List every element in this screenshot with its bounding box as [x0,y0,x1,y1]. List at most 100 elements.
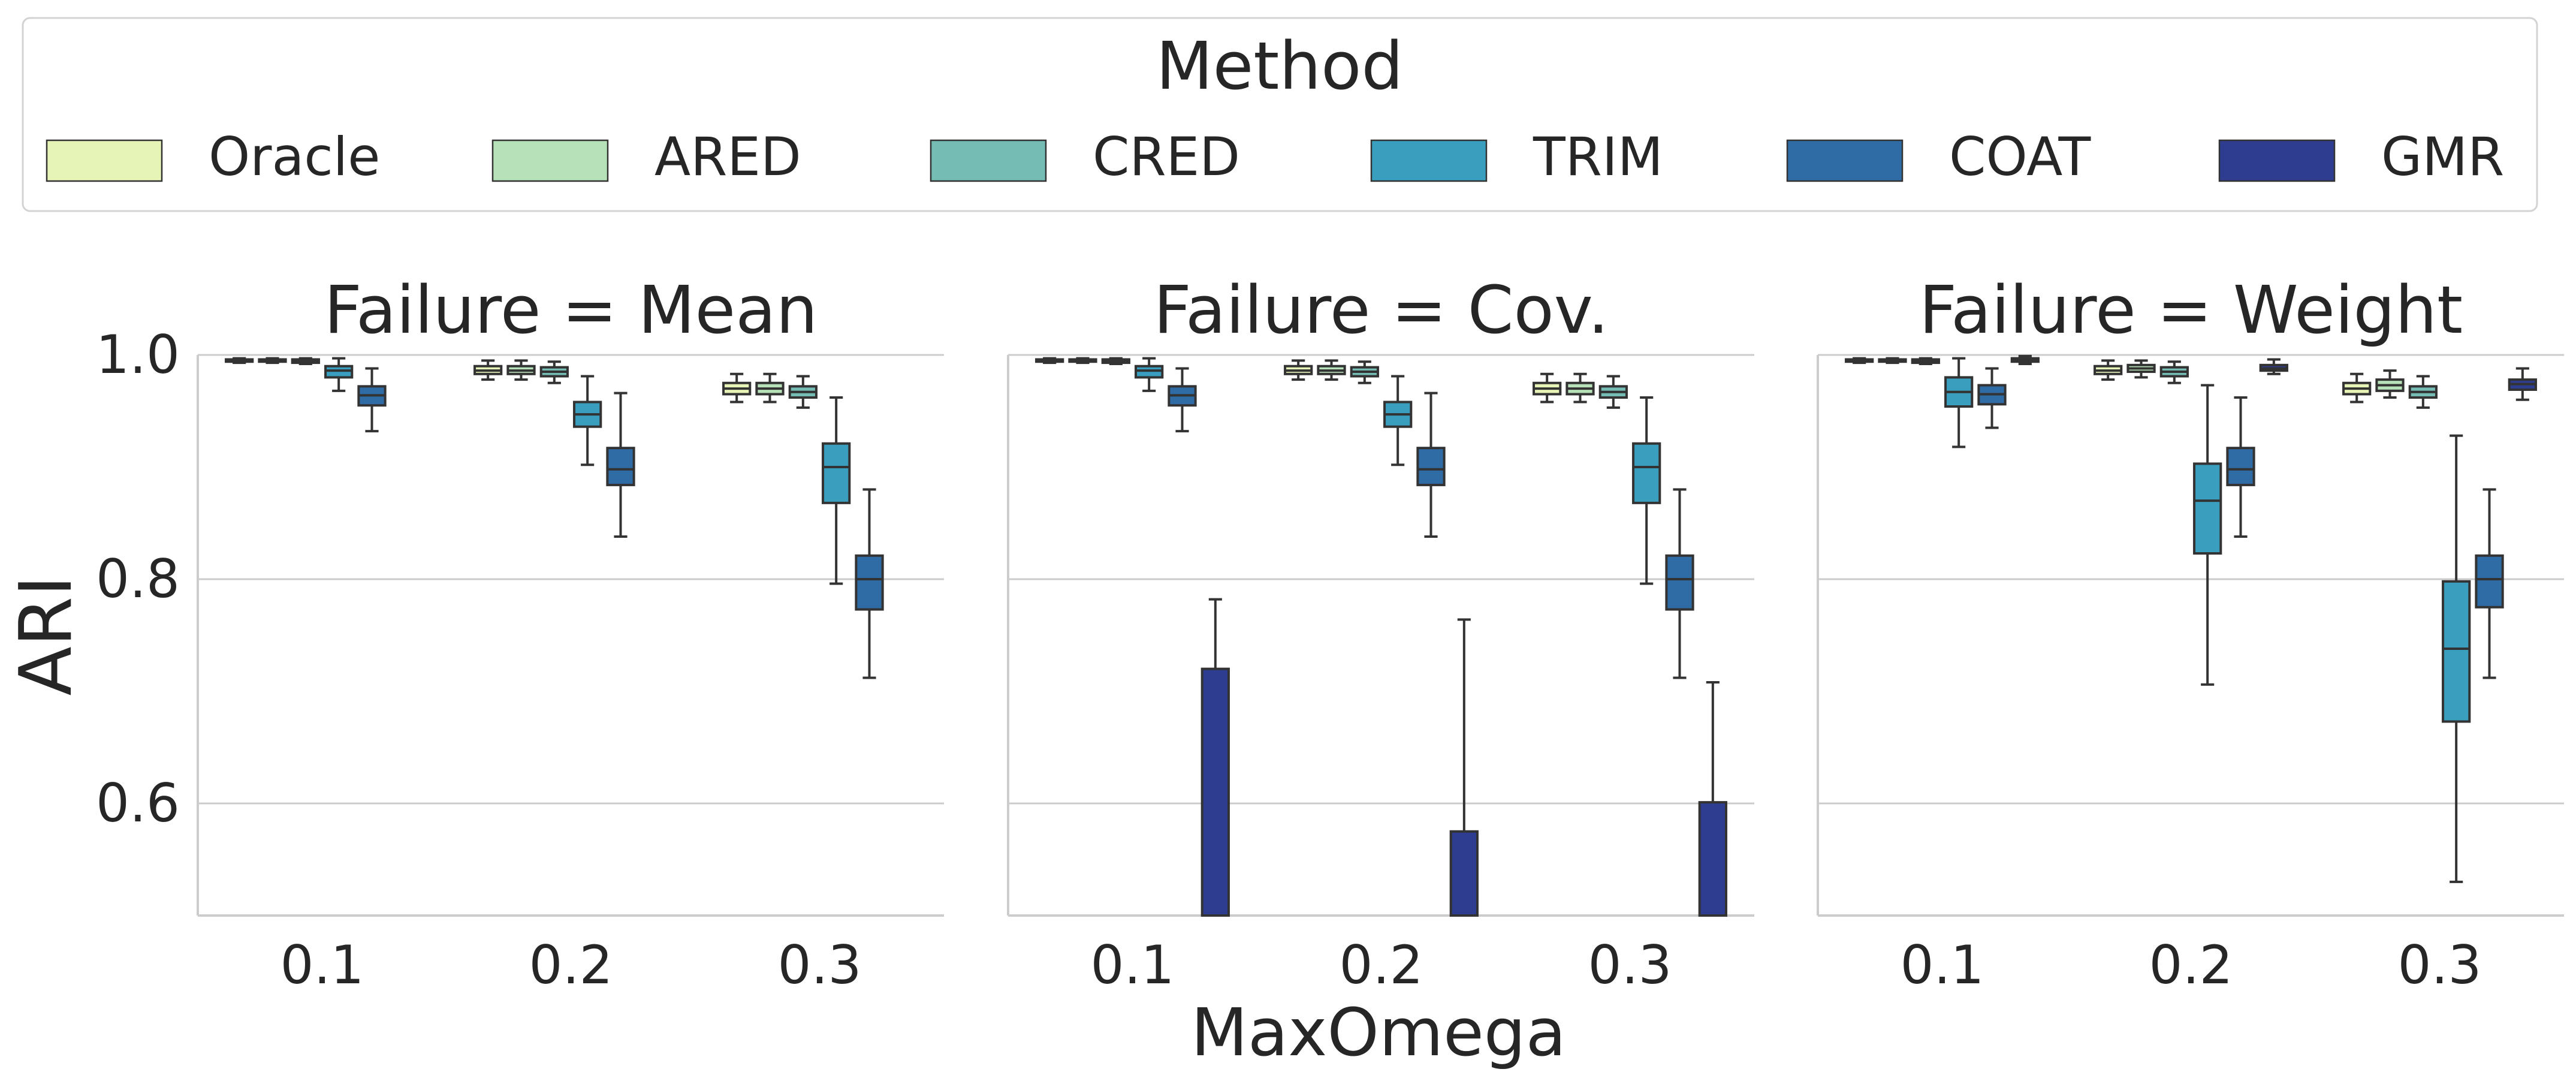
panel-failure-cov: 0.1 0.2 0.3 Failure = Cov. [1007,272,1754,996]
box-trim-0-3 [822,396,851,585]
legend-item-gmr: GMR [2218,126,2504,188]
box-body [606,447,635,486]
box-cred-0-2 [539,360,569,384]
box-gmr-0-3 [1698,681,1727,917]
box-coat-0-3 [855,488,884,679]
box-oracle-0-3 [1533,372,1562,404]
box-coat-0-2 [606,392,635,538]
legend-frame [22,17,2538,212]
box-body [855,554,884,611]
box-oracle-0-1 [1845,357,1874,365]
y-tick-label: 1.0 [96,324,180,386]
legend-label-trim: TRIM [1533,126,1663,188]
x-tick-label: 0.3 [2398,934,2482,996]
box-ared-0-1 [258,357,287,365]
box-trim-0-1 [1135,357,1164,392]
box-trim-0-2 [2193,384,2222,686]
box-oracle-0-3 [722,372,752,404]
box-gmr-0-1 [2010,354,2040,365]
legend-swatch-trim [1370,139,1488,182]
box-body [1698,801,1727,917]
x-tick-label: 0.3 [1588,934,1672,996]
x-tick-label: 0.2 [2149,934,2233,996]
box-body [1449,830,1479,917]
box-body [1665,554,1694,611]
x-tick-label: 0.3 [778,934,862,996]
legend-swatch-cred [930,139,1047,182]
box-trim-0-3 [2442,434,2471,883]
legend-item-ared: ARED [491,126,801,188]
legend-swatch-oracle [46,139,163,182]
x-tick-label: 0.1 [1091,934,1175,996]
box-gmr-0-1 [1200,598,1230,917]
legend-title: Method [1156,28,1404,104]
box-coat-0-3 [2475,488,2504,679]
box-gmr-0-2 [1449,618,1479,917]
box-coat-0-2 [1416,392,1446,538]
box-trim-0-1 [1944,357,1974,448]
box-body [822,442,851,504]
y-tick-label: 0.6 [96,772,180,834]
box-ared-0-2 [2126,359,2156,379]
box-trim-0-1 [324,357,354,392]
x-tick-label: 0.2 [529,934,613,996]
box-trim-0-3 [1632,396,1661,585]
box-body [2193,462,2222,555]
box-body [1416,447,1446,486]
box-body [2475,554,2504,609]
legend-label-ared: ARED [654,126,801,188]
box-body [2442,580,2471,723]
box-cred-0-3 [2408,375,2438,409]
box-oracle-0-1 [1035,357,1064,365]
box-body [1200,667,1230,917]
box-coat-0-2 [2226,396,2255,538]
legend-swatch-ared [491,139,609,182]
box-cred-0-1 [291,357,320,365]
box-gmr-0-3 [2508,367,2537,401]
box-oracle-0-2 [473,359,503,381]
x-tick-label: 0.1 [280,934,364,996]
legend-swatch-gmr [2218,139,2336,182]
y-axis-label: ARI [5,576,88,696]
box-ared-0-1 [1878,357,1907,365]
legend-label-coat: COAT [1949,126,2092,188]
box-coat-0-1 [357,367,387,433]
y-tick-label: 0.8 [96,548,180,610]
box-cred-0-3 [788,375,818,409]
box-oracle-0-2 [2094,359,2123,381]
box-coat-0-3 [1665,488,1694,679]
box-ared-0-3 [755,372,785,404]
legend-item-cred: CRED [930,126,1240,188]
box-coat-0-1 [1977,367,2007,429]
panel-title: Failure = Cov. [1154,272,1609,348]
box-oracle-0-3 [2342,372,2372,404]
legend-label-oracle: Oracle [209,126,380,188]
legend: Method Oracle ARED CRED TRIM COAT GMR [22,17,2538,212]
legend-item-oracle: Oracle [46,126,380,188]
x-tick-label: 0.1 [1901,934,1984,996]
box-ared-0-3 [2375,369,2405,399]
box-ared-0-3 [1565,372,1595,404]
legend-label-cred: CRED [1093,126,1240,188]
panel-title: Failure = Mean [324,272,818,348]
box-cred-0-2 [1350,360,1379,384]
panel-failure-weight: 0.1 0.2 0.3 Failure = Weight [1817,272,2564,996]
box-ared-0-1 [1068,357,1097,365]
box-ared-0-2 [506,359,536,381]
x-axis-label: MaxOmega [1191,994,1566,1071]
box-ared-0-2 [1317,359,1346,381]
panel-title: Failure = Weight [1919,272,2463,348]
legend-label-gmr: GMR [2381,126,2504,188]
box-cred-0-1 [1101,357,1130,365]
box-gmr-0-2 [2259,358,2288,375]
legend-swatch-coat [1786,139,1904,182]
box-cred-0-1 [1911,357,1940,365]
box-body [2226,447,2255,486]
x-tick-label: 0.2 [1340,934,1423,996]
box-body [1632,442,1661,504]
box-coat-0-1 [1168,367,1197,433]
legend-item-trim: TRIM [1370,126,1663,188]
box-trim-0-2 [1383,375,1413,466]
box-oracle-0-2 [1284,359,1313,381]
